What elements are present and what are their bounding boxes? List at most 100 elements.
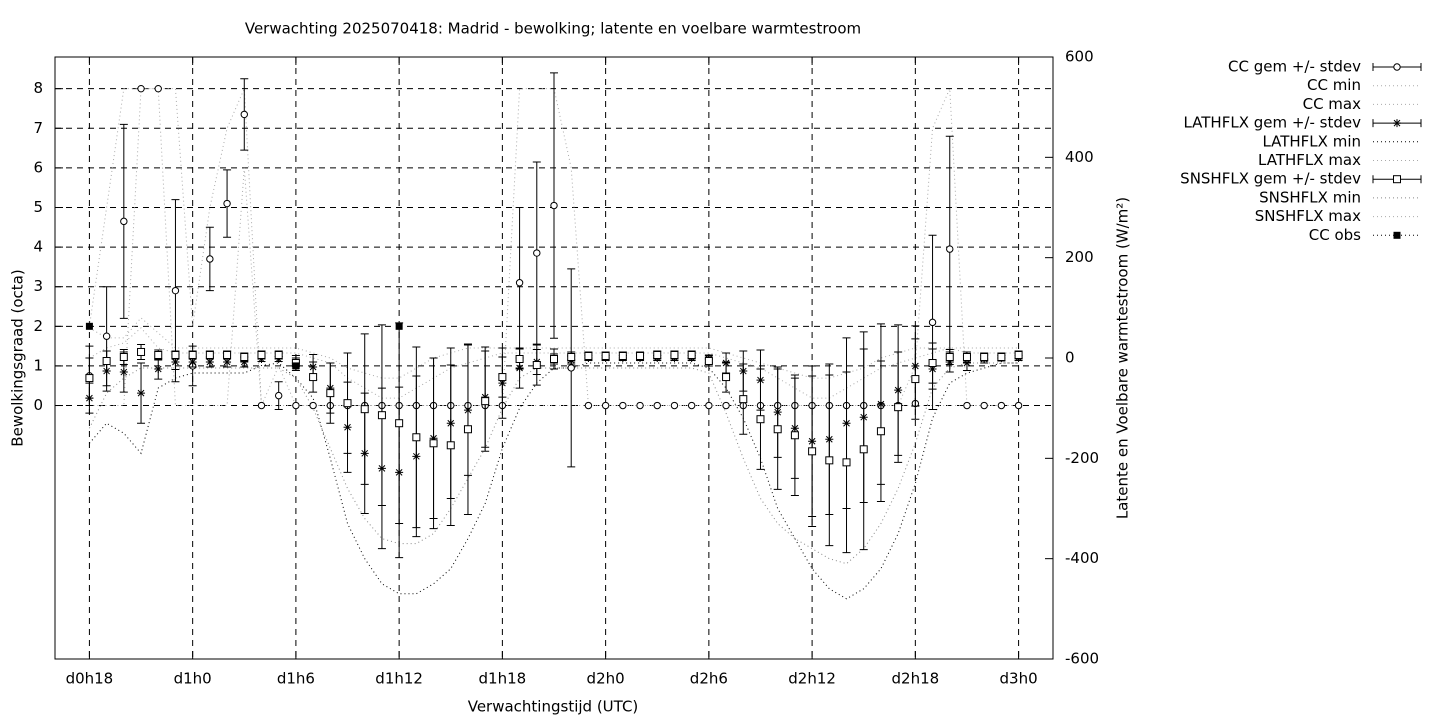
point: [412, 433, 421, 442]
x-tick-label: d0h18: [66, 670, 114, 688]
y2-axis-label: Latente en Voelbare warmtestroom (W/m²): [1114, 197, 1132, 519]
point: [808, 447, 817, 456]
point: [85, 374, 94, 383]
point: [292, 362, 300, 370]
point: [997, 352, 1006, 361]
point: [946, 245, 954, 253]
point: [876, 427, 885, 436]
x-tick-label: d2h12: [788, 670, 836, 688]
point: [584, 401, 593, 410]
point: [705, 401, 713, 410]
point: [963, 401, 971, 410]
point: [962, 359, 971, 368]
x-tick-label: d1h12: [375, 670, 423, 688]
point: [309, 401, 317, 410]
point: [102, 332, 111, 340]
point: [395, 419, 404, 428]
point: [704, 357, 713, 366]
legend-label: LATHFLX min: [1262, 132, 1361, 150]
point: [550, 355, 558, 364]
point: [395, 322, 403, 330]
point: [463, 425, 472, 434]
y2-tick-label: 0: [1065, 349, 1075, 367]
point: [240, 358, 249, 367]
y-tick-label: 3: [33, 277, 43, 295]
y2-tick-label: 600: [1065, 48, 1094, 66]
point: [326, 389, 335, 398]
point: [240, 352, 249, 361]
legend-label: CC obs: [1309, 226, 1361, 244]
y-axis-label: Bewolkingsgraad (octa): [9, 269, 27, 446]
point: [223, 199, 231, 208]
point: [687, 401, 696, 410]
point: [532, 361, 541, 370]
x-axis-label: Verwachtingstijd (UTC): [468, 698, 639, 716]
point: [205, 358, 214, 367]
point: [722, 401, 730, 410]
point: [533, 249, 541, 257]
point: [137, 389, 146, 398]
point: [515, 279, 524, 287]
point: [223, 350, 232, 359]
range-line: [89, 362, 1019, 600]
x-tick-label: d2h18: [892, 670, 940, 688]
y2-tick-label: -600: [1065, 650, 1099, 668]
point: [859, 445, 868, 454]
point: [119, 352, 128, 361]
point: [377, 411, 386, 420]
point: [171, 358, 180, 367]
point: [790, 431, 799, 440]
chart-title: Verwachting 2025070418: Madrid - bewolki…: [245, 20, 861, 38]
point: [274, 350, 283, 359]
point: [429, 439, 438, 448]
point: [154, 84, 162, 93]
plot-frame: [54, 56, 1054, 660]
legend-label: SNSHFLX min: [1259, 188, 1361, 206]
point: [343, 399, 352, 408]
point: [292, 401, 300, 410]
point: [980, 401, 988, 410]
y-tick-label: 1: [33, 356, 43, 374]
point: [154, 365, 163, 374]
point: [911, 375, 920, 384]
point: [894, 403, 903, 412]
point: [619, 401, 627, 410]
point: [618, 351, 627, 360]
legend-label: CC max: [1303, 95, 1362, 113]
point: [223, 358, 232, 367]
point: [670, 401, 679, 410]
point: [601, 401, 610, 410]
point: [722, 373, 731, 382]
legend-label: LATHFLX gem +/- stdev: [1183, 114, 1361, 132]
legend-label: LATHFLX max: [1258, 151, 1361, 169]
y-tick-label: 7: [33, 119, 43, 137]
point: [257, 350, 266, 359]
point: [1014, 401, 1023, 410]
y2-tick-label: -400: [1065, 549, 1099, 567]
point: [257, 401, 266, 410]
legend-label: SNSHFLX max: [1255, 207, 1361, 225]
y-tick-label: 4: [33, 238, 43, 256]
x-tick-label: d1h6: [277, 670, 315, 688]
x-tick-label: d2h0: [587, 670, 625, 688]
y-tick-label: 6: [33, 158, 43, 176]
point: [928, 359, 937, 368]
point: [481, 397, 490, 406]
point: [171, 350, 180, 359]
point: [687, 350, 696, 359]
point: [188, 358, 197, 367]
point: [601, 351, 610, 360]
point: [446, 441, 455, 450]
legend-label: CC min: [1307, 76, 1361, 94]
point: [584, 351, 593, 360]
point: [102, 357, 111, 366]
y-tick-label: 8: [33, 79, 43, 97]
y-tick-label: 2: [33, 317, 43, 335]
point: [206, 255, 214, 263]
y-tick-label: 5: [33, 198, 43, 216]
point: [670, 350, 679, 359]
legend-label: SNSHFLX gem +/- stdev: [1180, 170, 1361, 188]
